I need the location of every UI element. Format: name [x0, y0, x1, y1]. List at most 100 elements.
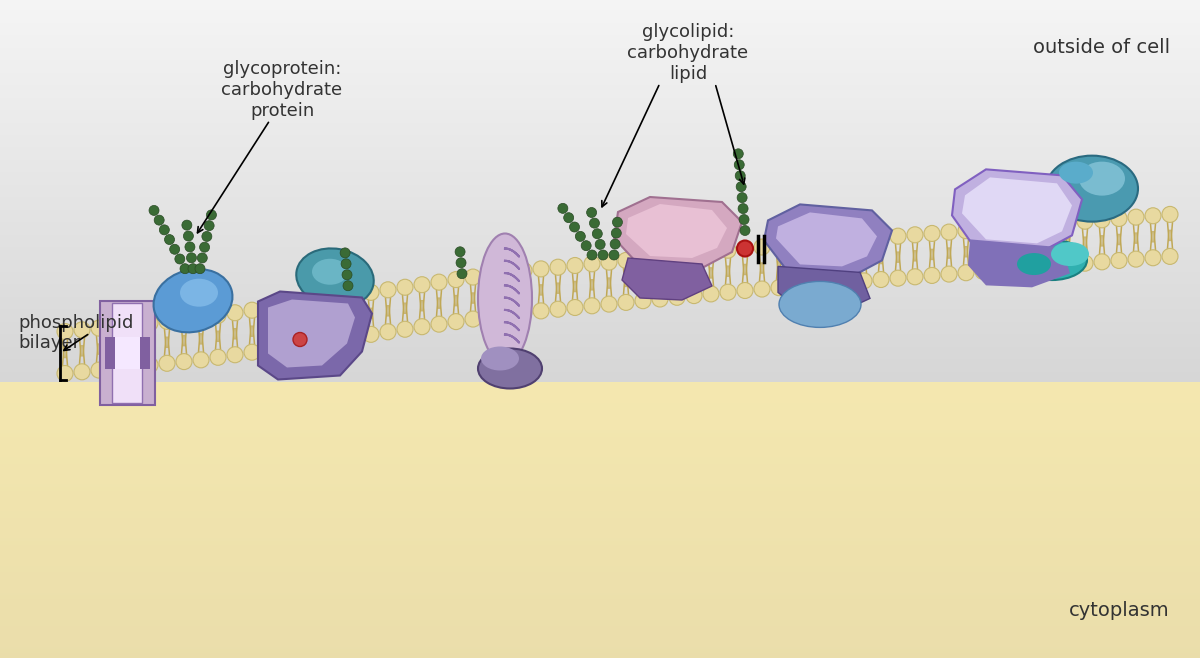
Circle shape [720, 242, 736, 258]
Circle shape [992, 220, 1008, 236]
Circle shape [734, 160, 744, 170]
Circle shape [856, 231, 872, 247]
Circle shape [58, 324, 73, 340]
Circle shape [312, 292, 328, 308]
Circle shape [610, 250, 619, 260]
Circle shape [204, 220, 214, 231]
Circle shape [346, 329, 362, 345]
Ellipse shape [296, 249, 373, 307]
Circle shape [180, 264, 190, 274]
Circle shape [1162, 207, 1178, 222]
Circle shape [612, 217, 623, 227]
Circle shape [598, 250, 608, 260]
Polygon shape [962, 178, 1072, 243]
Circle shape [686, 288, 702, 303]
Circle shape [739, 215, 749, 224]
Circle shape [482, 309, 498, 324]
Circle shape [772, 238, 787, 254]
Circle shape [1128, 251, 1144, 267]
Circle shape [593, 229, 602, 239]
Circle shape [670, 290, 685, 305]
Circle shape [958, 265, 974, 281]
Circle shape [736, 182, 746, 191]
Circle shape [584, 298, 600, 314]
Circle shape [907, 269, 923, 285]
Circle shape [74, 364, 90, 380]
Polygon shape [258, 291, 372, 380]
Circle shape [805, 235, 821, 251]
Circle shape [293, 332, 307, 347]
Circle shape [188, 264, 198, 274]
Circle shape [581, 241, 592, 251]
Circle shape [635, 251, 650, 266]
Circle shape [244, 344, 260, 360]
Circle shape [1043, 258, 1060, 274]
Polygon shape [268, 299, 355, 368]
Circle shape [856, 273, 872, 289]
Circle shape [158, 355, 175, 371]
Circle shape [74, 322, 90, 338]
Circle shape [176, 353, 192, 370]
Circle shape [611, 228, 622, 238]
Circle shape [754, 281, 770, 297]
Ellipse shape [779, 282, 862, 328]
Circle shape [686, 245, 702, 262]
Polygon shape [112, 303, 142, 403]
Circle shape [278, 297, 294, 313]
Circle shape [533, 261, 550, 277]
Circle shape [482, 266, 498, 282]
Polygon shape [622, 258, 712, 300]
Circle shape [733, 149, 743, 159]
Circle shape [1043, 216, 1060, 232]
Circle shape [142, 315, 158, 331]
Circle shape [587, 207, 596, 218]
Circle shape [457, 268, 467, 279]
Circle shape [210, 307, 226, 323]
Text: glycoprotein:
carbohydrate
protein: glycoprotein: carbohydrate protein [222, 61, 342, 120]
Circle shape [550, 259, 566, 275]
Ellipse shape [1046, 156, 1138, 222]
Ellipse shape [180, 279, 218, 307]
Circle shape [244, 302, 260, 318]
Circle shape [568, 257, 583, 274]
Circle shape [340, 248, 350, 258]
Circle shape [108, 318, 124, 334]
Circle shape [890, 228, 906, 244]
Ellipse shape [481, 347, 520, 370]
Circle shape [262, 299, 277, 316]
Circle shape [1009, 218, 1025, 235]
Circle shape [788, 236, 804, 252]
Circle shape [346, 287, 362, 303]
Circle shape [184, 231, 193, 241]
Text: glycolipid:
carbohydrate
lipid: glycolipid: carbohydrate lipid [628, 24, 749, 83]
Ellipse shape [478, 349, 542, 388]
Circle shape [772, 280, 787, 295]
Text: cytoplasm: cytoplasm [1069, 601, 1170, 620]
Circle shape [652, 249, 668, 265]
Circle shape [193, 352, 209, 368]
Circle shape [1094, 254, 1110, 270]
Circle shape [618, 253, 634, 268]
Circle shape [431, 274, 446, 290]
Circle shape [737, 193, 748, 203]
Circle shape [295, 295, 311, 311]
Circle shape [670, 247, 685, 263]
Circle shape [227, 305, 242, 320]
Circle shape [142, 357, 158, 373]
Circle shape [568, 299, 583, 315]
Circle shape [91, 362, 107, 378]
Circle shape [182, 220, 192, 230]
Circle shape [589, 218, 600, 228]
Circle shape [618, 294, 634, 311]
Circle shape [907, 227, 923, 243]
Circle shape [455, 247, 466, 257]
Circle shape [839, 232, 854, 248]
Circle shape [343, 281, 353, 291]
Polygon shape [776, 213, 877, 266]
Circle shape [154, 215, 164, 225]
Circle shape [341, 259, 352, 269]
Text: phospholipid
bilayer: phospholipid bilayer [18, 314, 133, 353]
Circle shape [652, 291, 668, 307]
Circle shape [149, 205, 160, 215]
Circle shape [516, 263, 532, 278]
